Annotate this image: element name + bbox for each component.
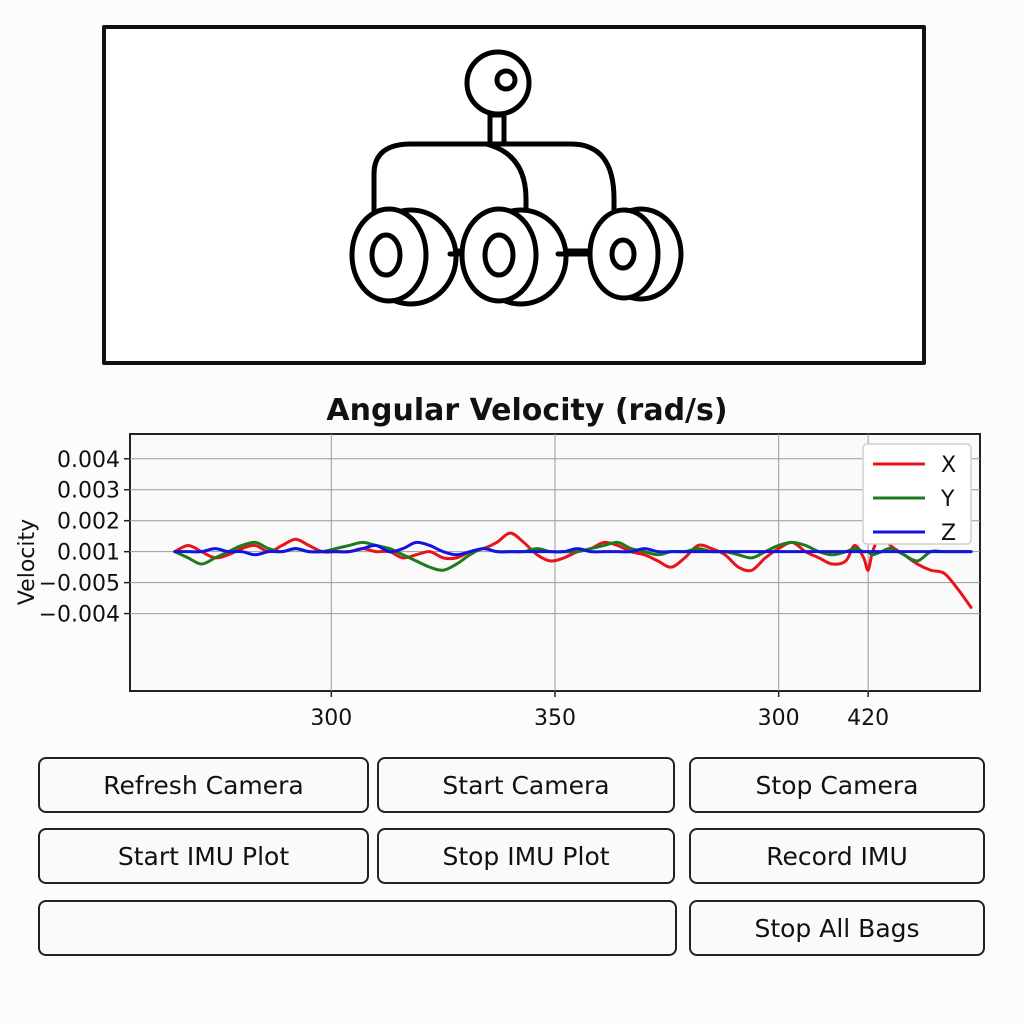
stop-imu-plot-button[interactable]: Stop IMU Plot [377,828,675,884]
x-tick-label: 350 [534,706,576,725]
y-tick-label: 0.001 [57,541,120,566]
y-axis-label: Velocity [15,519,40,605]
angular-velocity-chart: Angular Velocity (rad/s) Velocity 0.004 0… [15,393,981,725]
camera-view [102,25,926,365]
record-imu-button[interactable]: Record IMU [689,828,985,884]
legend-label-y: Y [940,487,955,512]
y-tick-label: 0.004 [57,448,120,473]
y-tick-label: −0.004 [39,603,120,628]
legend-label-z: Z [941,521,956,546]
stop-all-bags-button[interactable]: Stop All Bags [689,900,985,956]
legend-label-x: X [941,453,956,478]
x-tick-label: 300 [758,706,800,725]
x-tick-label: 420 [847,706,889,725]
stop-camera-button[interactable]: Stop Camera [689,757,985,813]
robot-rover-icon [349,49,684,307]
y-tick-label: 0.002 [57,510,120,535]
chart-title: Angular Velocity (rad/s) [326,393,727,428]
y-tick-label: 0.003 [57,479,120,504]
series-line-z [173,540,973,557]
blank-button[interactable] [38,900,677,956]
y-tick-label: −0.005 [39,572,120,597]
chart-legend: XYZ [862,443,972,546]
x-tick-label: 300 [310,706,352,725]
refresh-camera-button[interactable]: Refresh Camera [38,757,369,813]
start-camera-button[interactable]: Start Camera [377,757,675,813]
start-imu-plot-button[interactable]: Start IMU Plot [38,828,369,884]
legend-box [862,443,972,545]
